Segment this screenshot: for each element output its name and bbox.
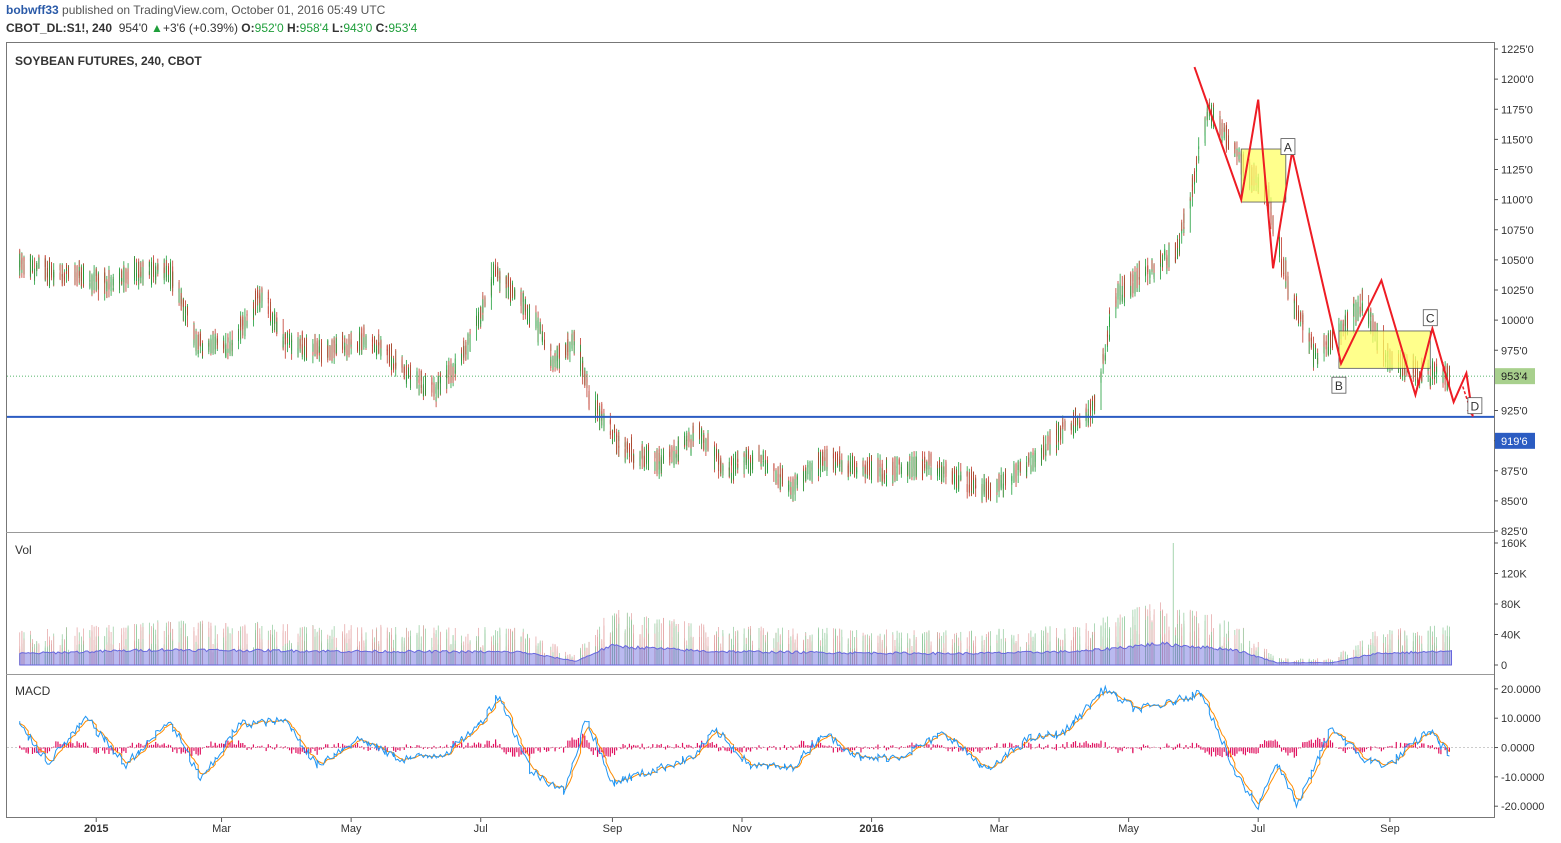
- price-pane-title: SOYBEAN FUTURES, 240, CBOT: [15, 54, 202, 68]
- price-axis-label[interactable]: 825'0: [1501, 526, 1528, 538]
- close-label: C:: [375, 21, 389, 35]
- volume-axis-label[interactable]: 80K: [1501, 599, 1521, 611]
- price-axis-label[interactable]: 850'0: [1501, 496, 1528, 508]
- point-label-c[interactable]: C: [1426, 312, 1435, 326]
- time-axis-label[interactable]: Mar: [990, 823, 1009, 835]
- price-axis-label[interactable]: 1075'0: [1501, 225, 1534, 237]
- time-axis-label[interactable]: Sep: [603, 823, 623, 835]
- ohlc-legend: CBOT_DL:S1!, 240 954'0 ▲+3'6 (+0.39%) O:…: [6, 21, 417, 35]
- time-axis-label[interactable]: 2015: [84, 823, 108, 835]
- price-axis-label[interactable]: 925'0: [1501, 406, 1528, 418]
- price-axis-label[interactable]: 1225'0: [1501, 44, 1534, 56]
- publish-info: bobwff33 published on TradingView.com, O…: [6, 3, 385, 17]
- point-label-box: [1331, 376, 1347, 394]
- price-axis-label[interactable]: 1125'0: [1501, 165, 1533, 177]
- up-arrow-icon: ▲: [151, 21, 163, 35]
- high-value: 958'4: [299, 21, 329, 35]
- last-price-value: 954'0: [118, 21, 148, 35]
- point-label-b[interactable]: B: [1335, 379, 1343, 393]
- price-pane[interactable]: A B C D: [7, 66, 1494, 504]
- last-price-tag: [1495, 368, 1535, 385]
- price-axis-label[interactable]: 875'0: [1501, 466, 1528, 478]
- point-label-box: [1280, 138, 1296, 156]
- volume-axis-label[interactable]: 40K: [1501, 630, 1521, 642]
- volume-axis-label[interactable]: 120K: [1501, 569, 1527, 581]
- time-axis-label[interactable]: Jul: [474, 823, 488, 835]
- price-axis-label[interactable]: 975'0: [1501, 345, 1528, 357]
- support-price-tag-label[interactable]: 919'6: [1501, 436, 1528, 448]
- time-axis-label[interactable]: Nov: [732, 823, 752, 835]
- author-link[interactable]: bobwff33: [6, 3, 59, 17]
- volume-axis-label[interactable]: 160K: [1501, 538, 1527, 550]
- symbol-label[interactable]: CBOT_DL:S1!, 240: [6, 21, 113, 35]
- time-axis[interactable]: 2015 Mar May Jul Sep Nov 2016 Mar May Jul Sep: [84, 818, 1400, 835]
- macd-axis-label[interactable]: -20.0000: [1501, 801, 1544, 813]
- chart-header: bobwff33 published on TradingView.com, O…: [0, 0, 1561, 42]
- point-label-box: [1467, 397, 1483, 415]
- close-value: 953'4: [388, 21, 418, 35]
- publish-text: published on TradingView.com, October 01…: [62, 3, 386, 17]
- support-price-tag: [1495, 432, 1535, 449]
- time-axis-label[interactable]: May: [341, 823, 362, 835]
- macd-axis-label[interactable]: 10.0000: [1501, 713, 1541, 725]
- price-axis-label[interactable]: 1175'0: [1501, 104, 1533, 116]
- point-label-d[interactable]: D: [1471, 400, 1480, 414]
- point-label-a[interactable]: A: [1284, 141, 1292, 155]
- low-label: L:: [332, 21, 344, 35]
- time-axis-label[interactable]: May: [1118, 823, 1139, 835]
- change-value: +3'6 (+0.39%): [162, 21, 238, 35]
- price-axis[interactable]: 1225'0 1200'0 1175'0 1150'0 1125'0 1100'0 1075…: [1494, 44, 1544, 813]
- macd-pane-title: MACD: [15, 684, 51, 698]
- macd-line: [19, 684, 1450, 811]
- time-axis-label[interactable]: Sep: [1380, 823, 1400, 835]
- price-axis-label[interactable]: 1000'0: [1501, 315, 1534, 327]
- price-axis-label[interactable]: 1025'0: [1501, 285, 1534, 297]
- point-label-box: [1422, 309, 1438, 327]
- price-axis-label[interactable]: 1200'0: [1501, 74, 1534, 86]
- volume-ma-area: [19, 641, 1453, 666]
- harmonic-pattern-line[interactable]: [1193, 66, 1474, 417]
- price-axis-label[interactable]: 1100'0: [1501, 195, 1533, 207]
- time-axis-label[interactable]: Mar: [212, 823, 231, 835]
- macd-axis-label[interactable]: -10.0000: [1501, 772, 1544, 784]
- high-label: H:: [286, 21, 300, 35]
- volume-axis-label[interactable]: 0: [1501, 660, 1507, 672]
- pattern-zone-box[interactable]: [1338, 330, 1431, 369]
- volume-pane-title: Vol: [15, 543, 32, 557]
- price-axis-label[interactable]: 1050'0: [1501, 255, 1534, 267]
- price-axis-label[interactable]: 1150'0: [1501, 134, 1533, 146]
- macd-axis-label[interactable]: 20.0000: [1501, 684, 1541, 696]
- open-label: O:: [241, 21, 255, 35]
- volume-pane[interactable]: [19, 543, 1453, 666]
- last-price-tag-label[interactable]: 953'4: [1501, 371, 1528, 383]
- macd-axis-label[interactable]: 0.0000: [1501, 743, 1535, 755]
- time-axis-label[interactable]: Jul: [1251, 823, 1265, 835]
- macd-pane[interactable]: [7, 684, 1494, 811]
- low-value: 943'0: [343, 21, 373, 35]
- open-value: 952'0: [254, 21, 284, 35]
- time-axis-label[interactable]: 2016: [859, 823, 883, 835]
